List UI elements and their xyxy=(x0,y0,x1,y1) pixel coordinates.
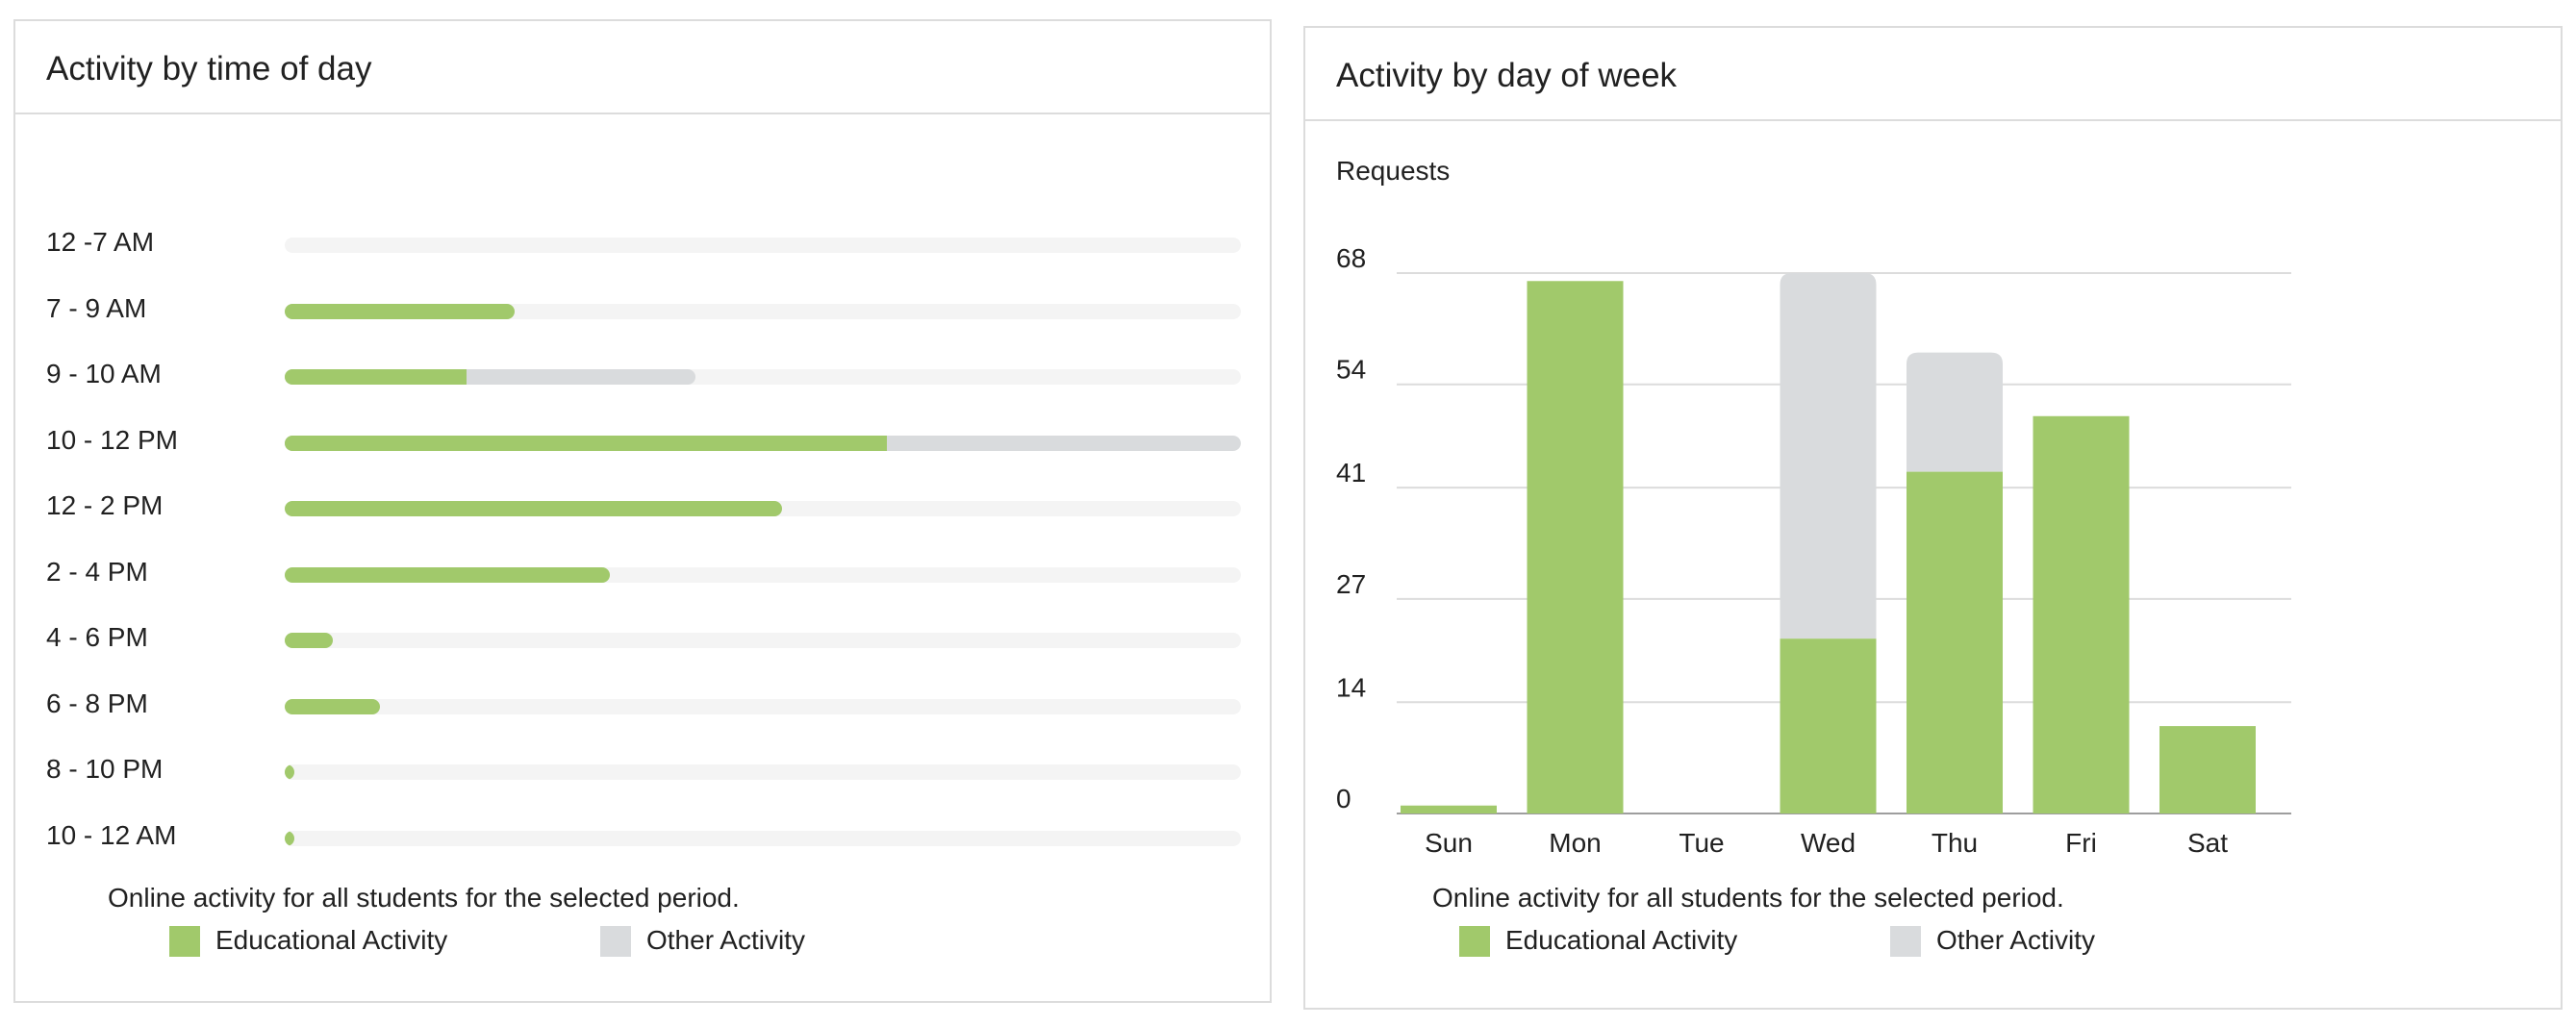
y-tick-label: 27 xyxy=(1336,569,1366,599)
row-label: 10 - 12 AM xyxy=(46,819,177,850)
bar-educational xyxy=(1401,805,1497,813)
legend-swatch-other-2 xyxy=(1890,926,1921,957)
row-track xyxy=(285,830,1241,846)
bar-other xyxy=(1907,352,2003,472)
row-label: 4 - 6 PM xyxy=(46,622,148,652)
y-tick-label: 54 xyxy=(1336,355,1366,385)
time-of-day-caption: Online activity for all students for the… xyxy=(108,883,740,913)
day-of-week-header: Activity by day of week xyxy=(1305,28,2561,121)
x-tick-label: Fri xyxy=(2065,828,2097,855)
row-track xyxy=(285,566,1241,583)
legend-swatch-educational-2 xyxy=(1459,926,1490,957)
x-tick-label: Tue xyxy=(1679,828,1724,855)
bar-educational xyxy=(285,303,515,319)
time-of-day-header: Activity by time of day xyxy=(15,21,1270,114)
bar-educational xyxy=(285,501,782,516)
bar-educational xyxy=(285,633,333,648)
row-label: 6 - 8 PM xyxy=(46,688,148,718)
row-label: 9 - 10 AM xyxy=(46,359,162,388)
x-tick-label: Mon xyxy=(1549,828,1601,855)
row-label: 8 - 10 PM xyxy=(46,754,164,784)
day-of-week-title: Activity by day of week xyxy=(1336,57,1678,94)
bar-educational xyxy=(285,369,467,385)
bar-educational xyxy=(2033,415,2130,813)
day-of-week-card: Activity by day of week Requests 0 14 27 41… xyxy=(1303,26,2563,1010)
row-label: 12 - 2 PM xyxy=(46,490,164,520)
row-track xyxy=(285,435,1241,451)
row-track xyxy=(285,764,1241,780)
x-tick-label: Wed xyxy=(1801,828,1856,855)
bar-other xyxy=(1780,273,1877,639)
row-label: 12 -7 AM xyxy=(46,227,155,257)
day-of-week-chart: 0 14 27 41 54 68 Sun Mon Tue Wed Thu Fri Sat xyxy=(1336,243,2291,855)
bar-educational xyxy=(285,764,294,780)
row-track xyxy=(285,698,1241,714)
x-tick-label: Sun xyxy=(1425,828,1473,855)
bar-educational xyxy=(285,566,610,583)
bar-educational xyxy=(285,698,381,714)
row-track xyxy=(285,303,1241,319)
row-track xyxy=(285,369,1241,385)
bar-educational xyxy=(1780,638,1877,813)
row-label: 7 - 9 AM xyxy=(46,292,147,323)
row-label: 10 - 12 PM xyxy=(46,424,178,455)
day-of-week-caption: Online activity for all students for the… xyxy=(1432,883,2064,913)
y-axis-title: Requests xyxy=(1336,156,1451,186)
x-tick-label: Thu xyxy=(1932,828,1978,855)
x-tick-label: Sat xyxy=(2187,828,2228,855)
legend-label-educational: Educational Activity xyxy=(215,925,448,955)
time-of-day-title: Activity by time of day xyxy=(46,50,372,88)
bar-educational xyxy=(1907,471,2003,813)
row-track xyxy=(285,501,1241,516)
legend-label-other-2: Other Activity xyxy=(1936,925,2095,955)
row-track xyxy=(285,633,1241,648)
legend-swatch-other xyxy=(600,926,631,957)
y-tick-label: 68 xyxy=(1336,243,1366,273)
legend-label-other: Other Activity xyxy=(646,925,805,955)
legend-swatch-educational xyxy=(169,926,200,957)
bar-educational xyxy=(285,435,888,451)
time-of-day-card: Activity by time of day 12 -7 AM 7 - 9 AM… xyxy=(13,19,1272,1003)
legend-label-educational-2: Educational Activity xyxy=(1505,925,1738,955)
bar-educational xyxy=(1527,281,1624,813)
y-tick-label: 41 xyxy=(1336,458,1366,488)
row-label: 2 - 4 PM xyxy=(46,556,148,587)
row-track xyxy=(285,238,1241,253)
bar-educational xyxy=(2159,726,2256,813)
bar-educational xyxy=(285,830,294,846)
y-tick-label: 14 xyxy=(1336,672,1366,702)
y-tick-label: 0 xyxy=(1336,784,1351,813)
